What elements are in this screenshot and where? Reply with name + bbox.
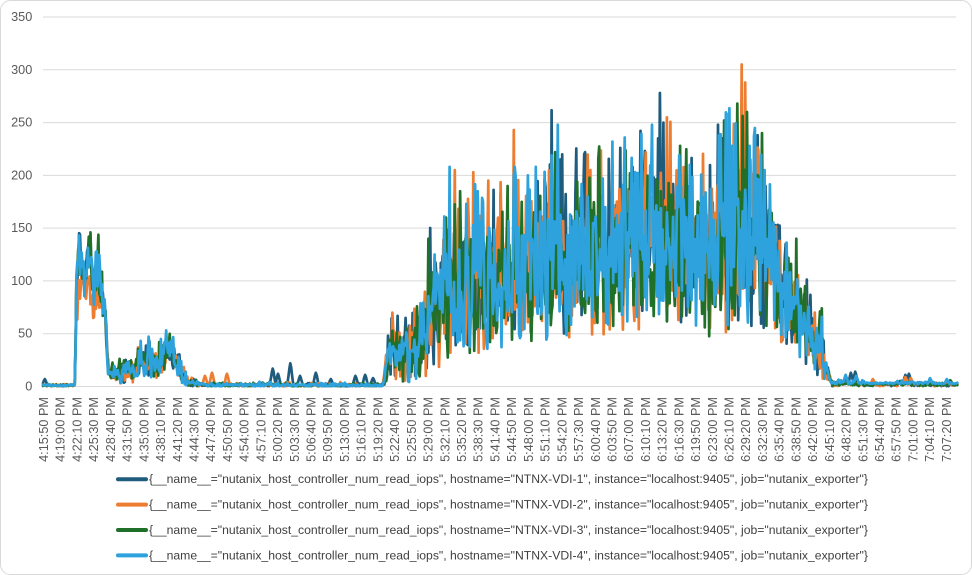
svg-text:6:00:40 PM: 6:00:40 PM — [589, 397, 603, 462]
svg-text:6:45:10 PM: 6:45:10 PM — [823, 397, 837, 462]
svg-text:6:51:30 PM: 6:51:30 PM — [856, 397, 870, 462]
svg-text:6:19:50 PM: 6:19:50 PM — [689, 397, 703, 462]
svg-text:7:07:20 PM: 7:07:20 PM — [940, 397, 954, 462]
svg-text:50: 50 — [18, 327, 32, 341]
svg-text:7:01:00 PM: 7:01:00 PM — [906, 397, 920, 462]
svg-text:5:06:40 PM: 5:06:40 PM — [305, 397, 319, 462]
svg-text:4:25:30 PM: 4:25:30 PM — [87, 397, 101, 462]
svg-text:5:41:40 PM: 5:41:40 PM — [488, 397, 502, 462]
svg-text:6:03:50 PM: 6:03:50 PM — [606, 397, 620, 462]
svg-text:4:31:50 PM: 4:31:50 PM — [121, 397, 135, 462]
svg-text:5:32:10 PM: 5:32:10 PM — [438, 397, 452, 462]
svg-text:5:54:20 PM: 5:54:20 PM — [555, 397, 569, 462]
svg-text:200: 200 — [11, 168, 32, 182]
svg-text:5:09:50 PM: 5:09:50 PM — [321, 397, 335, 462]
svg-text:{__name__="nutanix_host_contro: {__name__="nutanix_host_controller_num_r… — [149, 498, 868, 512]
svg-text:350: 350 — [11, 10, 32, 24]
svg-text:5:29:00 PM: 5:29:00 PM — [422, 397, 436, 462]
svg-text:6:16:30 PM: 6:16:30 PM — [672, 397, 686, 462]
svg-text:300: 300 — [11, 63, 32, 77]
svg-text:{__name__="nutanix_host_contro: {__name__="nutanix_host_controller_num_r… — [149, 523, 868, 537]
svg-text:6:35:40 PM: 6:35:40 PM — [773, 397, 787, 462]
svg-text:6:38:50 PM: 6:38:50 PM — [789, 397, 803, 462]
svg-text:6:10:10 PM: 6:10:10 PM — [639, 397, 653, 462]
svg-text:6:23:00 PM: 6:23:00 PM — [706, 397, 720, 462]
svg-text:5:38:30 PM: 5:38:30 PM — [472, 397, 486, 462]
svg-text:5:00:20 PM: 5:00:20 PM — [271, 397, 285, 462]
svg-text:4:57:10 PM: 4:57:10 PM — [254, 397, 268, 462]
svg-text:4:35:00 PM: 4:35:00 PM — [137, 397, 151, 462]
svg-text:4:41:20 PM: 4:41:20 PM — [171, 397, 185, 462]
svg-text:5:57:30 PM: 5:57:30 PM — [572, 397, 586, 462]
svg-text:6:07:00 PM: 6:07:00 PM — [622, 397, 636, 462]
svg-text:4:22:10 PM: 4:22:10 PM — [70, 397, 84, 462]
svg-text:4:50:50 PM: 4:50:50 PM — [221, 397, 235, 462]
svg-text:6:29:20 PM: 6:29:20 PM — [739, 397, 753, 462]
svg-text:6:26:10 PM: 6:26:10 PM — [723, 397, 737, 462]
svg-text:5:44:50 PM: 5:44:50 PM — [505, 397, 519, 462]
svg-text:4:44:30 PM: 4:44:30 PM — [188, 397, 202, 462]
svg-text:4:28:40 PM: 4:28:40 PM — [104, 397, 118, 462]
svg-text:5:22:40 PM: 5:22:40 PM — [388, 397, 402, 462]
svg-text:0: 0 — [25, 380, 32, 394]
svg-text:6:42:00 PM: 6:42:00 PM — [806, 397, 820, 462]
svg-text:5:19:20 PM: 5:19:20 PM — [371, 397, 385, 462]
svg-text:5:13:00 PM: 5:13:00 PM — [338, 397, 352, 462]
svg-text:5:35:20 PM: 5:35:20 PM — [455, 397, 469, 462]
svg-text:5:48:00 PM: 5:48:00 PM — [522, 397, 536, 462]
svg-text:4:15:50 PM: 4:15:50 PM — [37, 397, 51, 462]
svg-text:4:19:00 PM: 4:19:00 PM — [54, 397, 68, 462]
svg-text:7:04:10 PM: 7:04:10 PM — [923, 397, 937, 462]
svg-text:250: 250 — [11, 116, 32, 130]
svg-text:6:48:20 PM: 6:48:20 PM — [840, 397, 854, 462]
svg-text:5:16:10 PM: 5:16:10 PM — [355, 397, 369, 462]
svg-text:4:38:10 PM: 4:38:10 PM — [154, 397, 168, 462]
svg-text:4:47:40 PM: 4:47:40 PM — [204, 397, 218, 462]
svg-text:5:03:30 PM: 5:03:30 PM — [288, 397, 302, 462]
svg-text:6:13:20 PM: 6:13:20 PM — [656, 397, 670, 462]
svg-text:6:32:30 PM: 6:32:30 PM — [756, 397, 770, 462]
svg-text:100: 100 — [11, 274, 32, 288]
svg-text:5:51:10 PM: 5:51:10 PM — [539, 397, 553, 462]
svg-text:6:57:50 PM: 6:57:50 PM — [890, 397, 904, 462]
svg-text:6:54:40 PM: 6:54:40 PM — [873, 397, 887, 462]
svg-text:150: 150 — [11, 221, 32, 235]
svg-text:4:54:00 PM: 4:54:00 PM — [238, 397, 252, 462]
svg-text:{__name__="nutanix_host_contro: {__name__="nutanix_host_controller_num_r… — [149, 472, 868, 486]
svg-text:5:25:50 PM: 5:25:50 PM — [405, 397, 419, 462]
svg-text:{__name__="nutanix_host_contro: {__name__="nutanix_host_controller_num_r… — [149, 548, 868, 562]
